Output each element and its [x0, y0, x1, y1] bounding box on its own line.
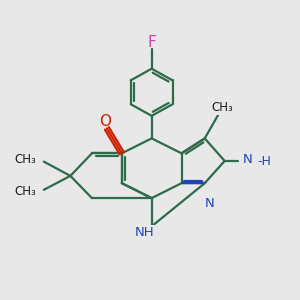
Text: N: N	[205, 196, 214, 210]
Text: O: O	[99, 114, 111, 129]
Text: CH₃: CH₃	[211, 101, 233, 114]
Text: -H: -H	[257, 155, 272, 168]
Text: CH₃: CH₃	[15, 185, 37, 198]
Text: CH₃: CH₃	[15, 154, 37, 166]
Text: NH: NH	[134, 226, 154, 239]
Text: N: N	[243, 153, 253, 166]
Text: F: F	[147, 35, 156, 50]
